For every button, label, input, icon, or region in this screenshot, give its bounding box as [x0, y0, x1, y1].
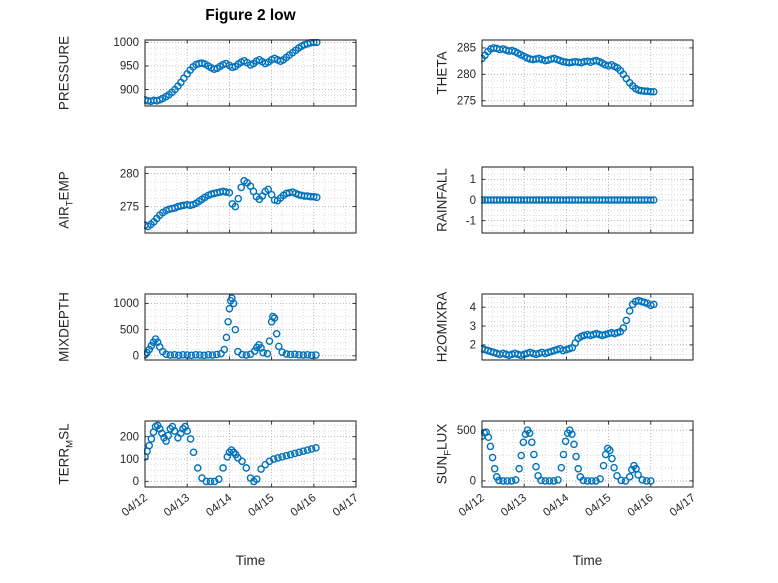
major-grid [482, 294, 693, 360]
svg-text:275: 275 [457, 96, 476, 108]
y-tick-labels: 2 3 4 [470, 302, 477, 352]
svg-text:04/15: 04/15 [583, 492, 613, 519]
figure-title: Figure 2 low [205, 7, 296, 24]
tick-marks [144, 294, 357, 360]
y-tick-labels: 275 280 [120, 168, 139, 213]
x-tick-labels: 04/12 04/13 04/14 04/15 04/16 04/17 [120, 492, 361, 520]
tick-marks [481, 421, 694, 487]
ylabel-pressure: PRESSURE [56, 35, 72, 111]
svg-text:04/16: 04/16 [289, 492, 319, 519]
y-tick-labels: 275 280 285 [457, 43, 476, 108]
tick-marks [481, 294, 694, 360]
data-points [144, 294, 320, 360]
sunflux-plot: 0 500 04/12 04/13 04/14 04/15 04/16 04/17 [457, 420, 698, 520]
svg-text:0: 0 [470, 476, 476, 488]
tick-marks [144, 421, 357, 487]
svg-text:1: 1 [470, 174, 476, 186]
svg-text:950: 950 [120, 61, 139, 73]
y-tick-labels: -1 0 1 [466, 174, 476, 227]
tick-marks [481, 40, 694, 106]
data-points [144, 177, 321, 231]
xlabel-right-time: Time [572, 553, 603, 568]
svg-text:3: 3 [470, 321, 476, 333]
tick-marks [144, 40, 357, 106]
svg-text:1000: 1000 [113, 298, 139, 310]
svg-text:04/15: 04/15 [246, 492, 276, 519]
major-grid [482, 40, 693, 106]
svg-text:04/14: 04/14 [541, 492, 572, 520]
rainfall-plot: -1 0 1 [466, 166, 694, 234]
data-points [481, 296, 658, 360]
major-grid [145, 294, 356, 360]
data-points [144, 421, 320, 486]
svg-text:100: 100 [120, 454, 139, 466]
svg-text:04/17: 04/17 [331, 492, 361, 519]
svg-text:0: 0 [133, 351, 139, 363]
axis-box [481, 420, 694, 488]
x-tick-labels: 04/12 04/13 04/14 04/15 04/16 04/17 [457, 492, 698, 520]
svg-text:4: 4 [470, 302, 477, 314]
ylabel-airtemp: AIRTEMP [56, 171, 76, 229]
svg-text:0: 0 [133, 476, 139, 488]
svg-text:04/12: 04/12 [120, 492, 150, 519]
axis-box [144, 166, 357, 234]
y-tick-labels: 0 500 [457, 425, 476, 488]
svg-text:04/14: 04/14 [204, 492, 235, 520]
terrmsl-plot: 0 100 200 04/12 04/13 04/14 04/15 04/16 04/17 [120, 420, 361, 520]
ylabel-mixdepth: MIXDEPTH [56, 292, 72, 362]
svg-text:04/13: 04/13 [499, 492, 529, 519]
svg-text:-1: -1 [466, 215, 476, 227]
svg-text:1000: 1000 [113, 37, 139, 49]
svg-text:900: 900 [120, 84, 139, 96]
mixdepth-plot: 0 500 1000 [113, 293, 357, 363]
svg-text:500: 500 [457, 425, 476, 437]
xlabel-left-time: Time [235, 553, 266, 568]
data-points [481, 196, 658, 204]
data-points [144, 39, 321, 106]
svg-text:200: 200 [120, 431, 139, 443]
svg-text:04/13: 04/13 [162, 492, 192, 519]
svg-text:280: 280 [457, 69, 476, 81]
y-tick-labels: 900 950 1000 [113, 37, 139, 96]
axis-box [144, 420, 357, 488]
axis-box [144, 293, 357, 361]
axis-box [481, 39, 694, 107]
svg-text:275: 275 [120, 201, 139, 213]
ylabel-terrmsl: TERRMSL [56, 423, 76, 485]
svg-text:04/16: 04/16 [626, 492, 656, 519]
minor-grid [145, 294, 356, 360]
h2omixra-plot: 2 3 4 [470, 293, 694, 361]
svg-text:500: 500 [120, 324, 139, 336]
y-tick-labels: 0 500 1000 [113, 298, 139, 362]
svg-text:04/12: 04/12 [457, 492, 487, 519]
minor-grid [145, 40, 356, 106]
tick-marks [481, 167, 694, 233]
axis-box [481, 293, 694, 361]
svg-text:285: 285 [457, 43, 476, 55]
svg-text:0: 0 [470, 195, 476, 207]
y-tick-labels: 0 100 200 [120, 431, 139, 488]
axis-box [144, 39, 357, 107]
svg-text:2: 2 [470, 340, 476, 352]
pressure-plot: 900 950 1000 [113, 37, 357, 107]
airtemp-plot: 275 280 [120, 166, 357, 234]
minor-grid [482, 40, 693, 106]
theta-plot: 275 280 285 [457, 39, 694, 108]
minor-grid [482, 167, 693, 233]
svg-text:04/17: 04/17 [668, 492, 698, 519]
svg-text:280: 280 [120, 168, 139, 180]
data-points [481, 44, 658, 96]
tick-marks [144, 167, 357, 233]
